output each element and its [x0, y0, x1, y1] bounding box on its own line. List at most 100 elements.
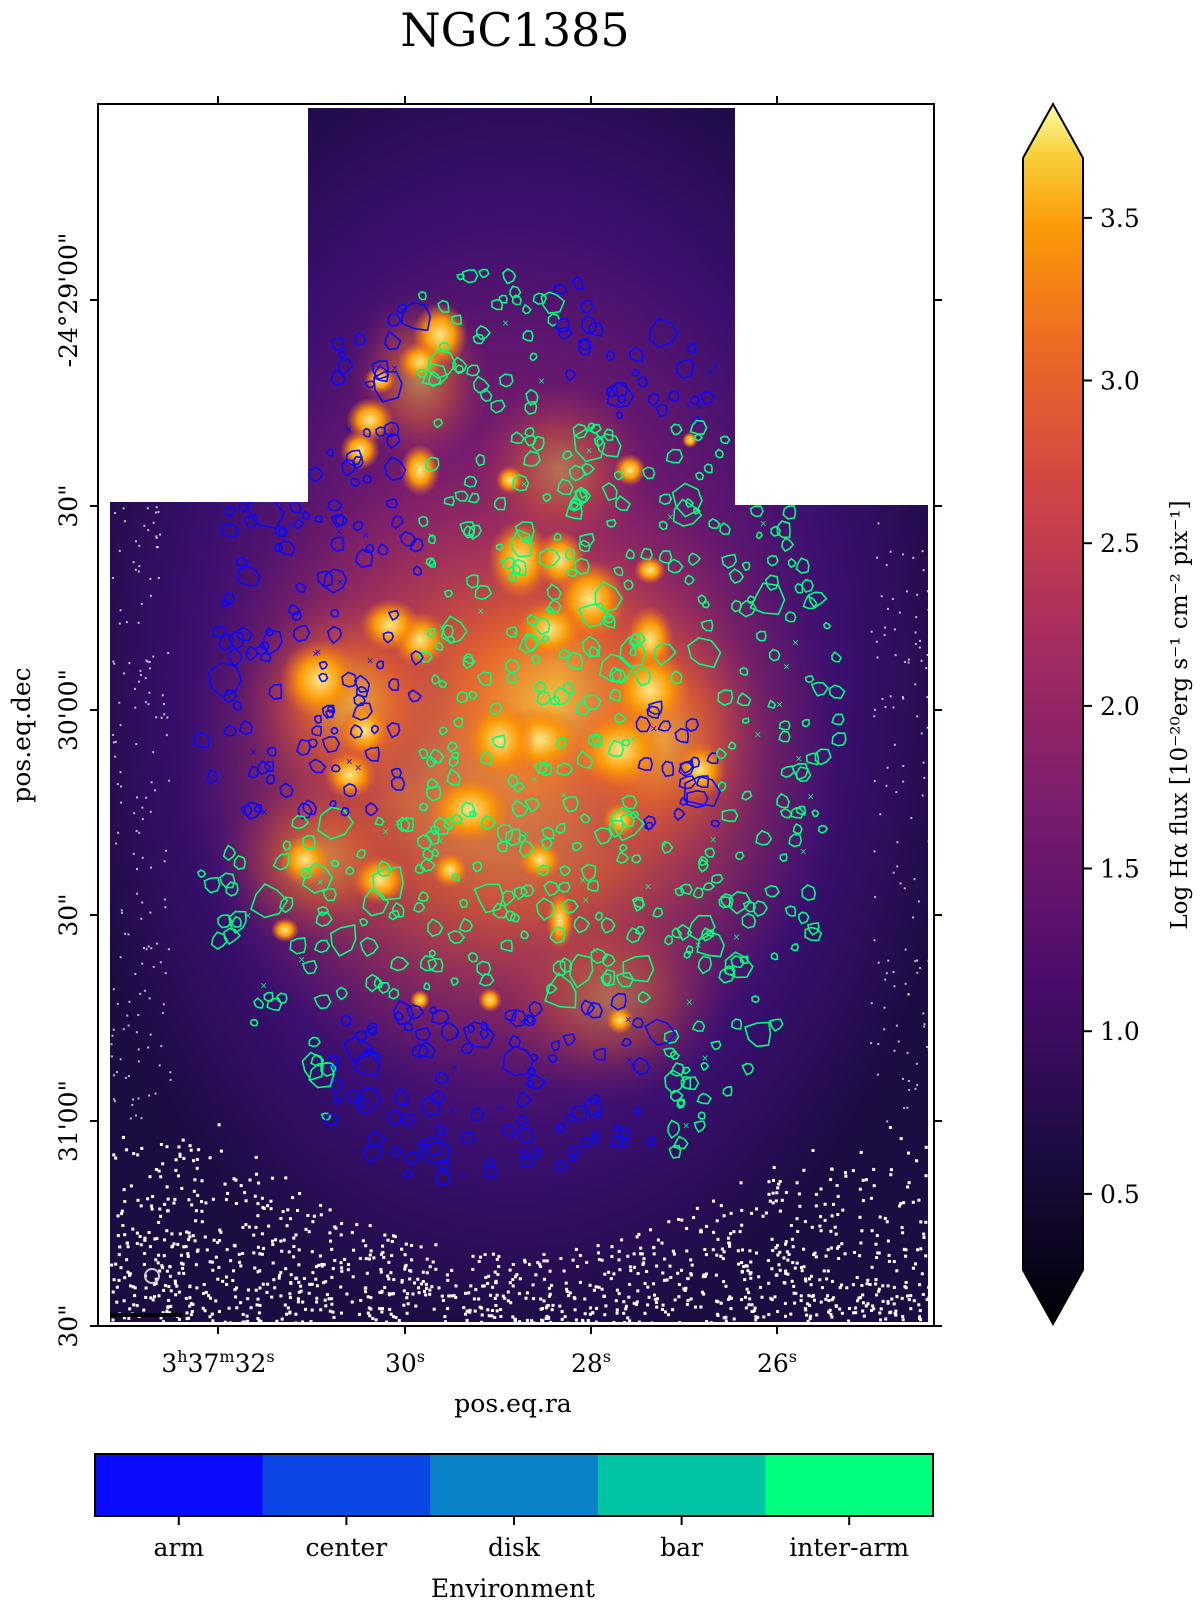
hii-region-contour	[511, 294, 522, 306]
hii-region-contour	[451, 751, 460, 760]
masked-pixel	[383, 1286, 387, 1289]
masked-pixel	[926, 1046, 928, 1048]
masked-pixel	[150, 1207, 154, 1211]
emission-blob	[271, 918, 299, 942]
masked-pixel	[783, 1301, 787, 1305]
masked-pixel	[919, 1318, 923, 1322]
hii-region-contour	[289, 937, 307, 955]
masked-pixel	[425, 1286, 428, 1290]
masked-pixel	[328, 1208, 332, 1212]
masked-pixel	[766, 1259, 770, 1262]
masked-pixel	[525, 1318, 529, 1322]
hii-region-contour	[427, 957, 444, 973]
environment-swatch	[597, 1454, 766, 1516]
masked-pixel	[116, 1071, 118, 1074]
masked-pixel	[546, 1304, 550, 1307]
masked-pixel	[137, 1048, 140, 1051]
hii-region-contour	[672, 498, 703, 527]
masked-pixel	[896, 841, 899, 844]
hii-region-contour	[472, 333, 486, 345]
hii-region-contour	[427, 534, 437, 545]
masked-pixel	[161, 1012, 164, 1014]
hii-region-contour	[349, 724, 364, 739]
region-cross: ×	[497, 1104, 505, 1114]
masked-pixel	[387, 1260, 391, 1264]
hii-region-contour	[588, 321, 604, 338]
hii-region-contour	[630, 633, 641, 647]
masked-pixel	[394, 1316, 398, 1319]
hii-region-contour	[313, 939, 331, 954]
masked-pixel	[119, 771, 122, 774]
masked-pixel	[794, 1291, 798, 1295]
masked-pixel	[137, 1060, 140, 1063]
hii-region-contour	[625, 927, 642, 944]
masked-pixel	[588, 1312, 592, 1316]
region-cross: ×	[316, 878, 324, 888]
hii-region-contour	[314, 514, 323, 523]
hii-region-contour	[441, 1021, 460, 1042]
masked-pixel	[565, 1290, 569, 1293]
masked-pixel	[875, 1256, 879, 1260]
hii-region-contour	[552, 960, 566, 977]
masked-pixel	[861, 1199, 865, 1203]
masked-pixel	[789, 1312, 793, 1316]
masked-pixel	[859, 1296, 862, 1300]
masked-pixel	[892, 1260, 896, 1264]
hii-region-contour	[513, 781, 526, 793]
hii-region-contour	[767, 699, 777, 709]
masked-pixel	[167, 652, 170, 654]
hii-region-contour	[697, 1111, 706, 1120]
region-cross: ×	[591, 946, 599, 956]
masked-pixel	[135, 1231, 139, 1235]
masked-pixel	[866, 1302, 870, 1306]
masked-pixel	[899, 882, 902, 885]
masked-pixel	[776, 1244, 779, 1247]
masked-pixel	[764, 1211, 768, 1215]
hii-region-contour	[196, 869, 207, 878]
hii-region-contour	[727, 741, 737, 750]
hii-region-contour	[520, 884, 535, 898]
masked-pixel	[495, 1257, 499, 1261]
masked-pixel	[216, 1241, 220, 1244]
hii-region-contour	[781, 537, 795, 553]
emission-blob	[400, 444, 440, 496]
hii-region-contour	[237, 564, 261, 587]
hii-region-contour	[438, 679, 448, 689]
masked-pixel	[297, 1263, 301, 1267]
masked-pixel	[378, 1290, 382, 1294]
masked-pixel	[778, 1209, 782, 1213]
hii-region-contour	[804, 675, 815, 683]
masked-pixel	[837, 1257, 841, 1260]
masked-pixel	[748, 1272, 752, 1276]
masked-pixel	[721, 1257, 725, 1261]
environment-label: center	[306, 1533, 388, 1562]
masked-pixel	[113, 662, 116, 665]
masked-pixel	[495, 1293, 499, 1297]
hii-region-contour	[364, 746, 380, 762]
region-cross: ×	[625, 1015, 633, 1025]
hii-region-contour	[526, 614, 540, 626]
region-cross: ×	[451, 1064, 459, 1074]
masked-pixel	[127, 933, 130, 936]
hii-region-contour	[607, 739, 625, 758]
masked-pixel	[200, 1179, 204, 1183]
masked-pixel	[879, 813, 882, 816]
masked-pixel	[487, 1314, 491, 1318]
masked-pixel	[632, 1252, 636, 1256]
hii-region-contour	[277, 526, 289, 537]
masked-pixel	[136, 796, 138, 799]
masked-pixel	[181, 1138, 185, 1142]
masked-pixel	[493, 1270, 497, 1274]
masked-pixel	[610, 1245, 614, 1249]
masked-pixel	[830, 1167, 834, 1171]
masked-pixel	[187, 1231, 191, 1235]
masked-pixel	[330, 1247, 334, 1251]
hii-region-contour	[308, 1036, 321, 1048]
masked-pixel	[877, 1289, 881, 1293]
hii-region-contour	[689, 756, 701, 769]
hii-region-contour	[590, 948, 608, 964]
emission-blob	[496, 466, 524, 494]
masked-pixel	[217, 1265, 221, 1269]
hii-region-contour	[661, 760, 675, 778]
colorbar-tick-label: 1.0	[1100, 1017, 1140, 1046]
